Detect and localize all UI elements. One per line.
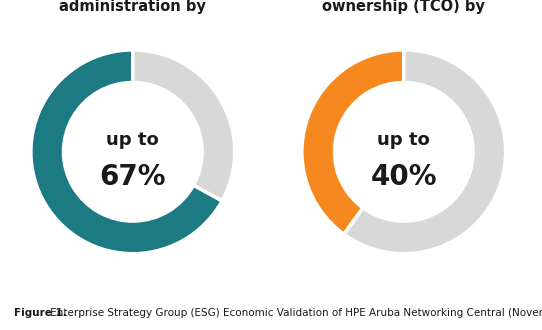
Title: Lower cost of network
administration by: Lower cost of network administration by [41, 0, 225, 14]
Text: up to: up to [377, 131, 430, 148]
Title: Lower total cost of
ownership (TCO) by: Lower total cost of ownership (TCO) by [322, 0, 485, 14]
Text: Figure 1.: Figure 1. [14, 309, 66, 318]
Wedge shape [133, 50, 235, 201]
Text: 67%: 67% [100, 163, 166, 191]
Text: up to: up to [106, 131, 159, 148]
Text: Enterprise Strategy Group (ESG) Economic Validation of HPE Aruba Networking Cent: Enterprise Strategy Group (ESG) Economic… [47, 309, 542, 318]
Wedge shape [31, 50, 222, 254]
Wedge shape [302, 50, 404, 234]
Wedge shape [344, 50, 506, 254]
Text: 40%: 40% [371, 163, 437, 191]
